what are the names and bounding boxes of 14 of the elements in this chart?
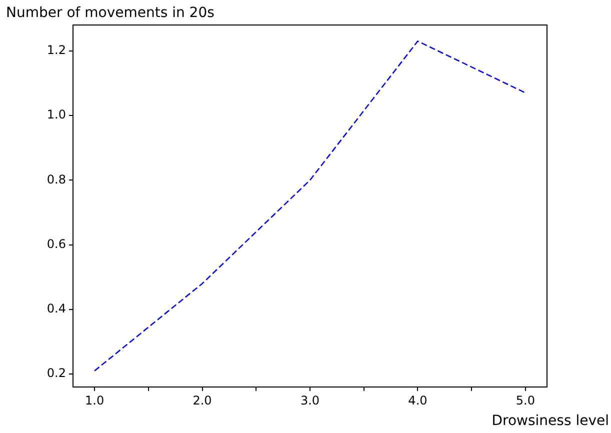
y-tick-label: 1.0	[46, 108, 66, 122]
y-tick-label: 0.6	[46, 236, 66, 251]
y-tick-label: 0.4	[46, 302, 66, 316]
x-tick-label: 1.0	[85, 393, 104, 408]
x-tick-label: 5.0	[516, 393, 535, 408]
line-series	[94, 40, 526, 372]
x-tick-label: 3.0	[300, 393, 320, 408]
y-tick-label: 0.2	[46, 366, 66, 380]
x-axis-title: Drowsiness level	[492, 413, 609, 429]
y-axis-title: Number of movements in 20s	[6, 5, 214, 21]
y-tick-label: 0.8	[46, 172, 66, 186]
x-tick-label: 4.0	[408, 393, 428, 408]
x-tick-label: 2.0	[192, 393, 212, 408]
y-tick-label: 1.2	[46, 42, 66, 57]
